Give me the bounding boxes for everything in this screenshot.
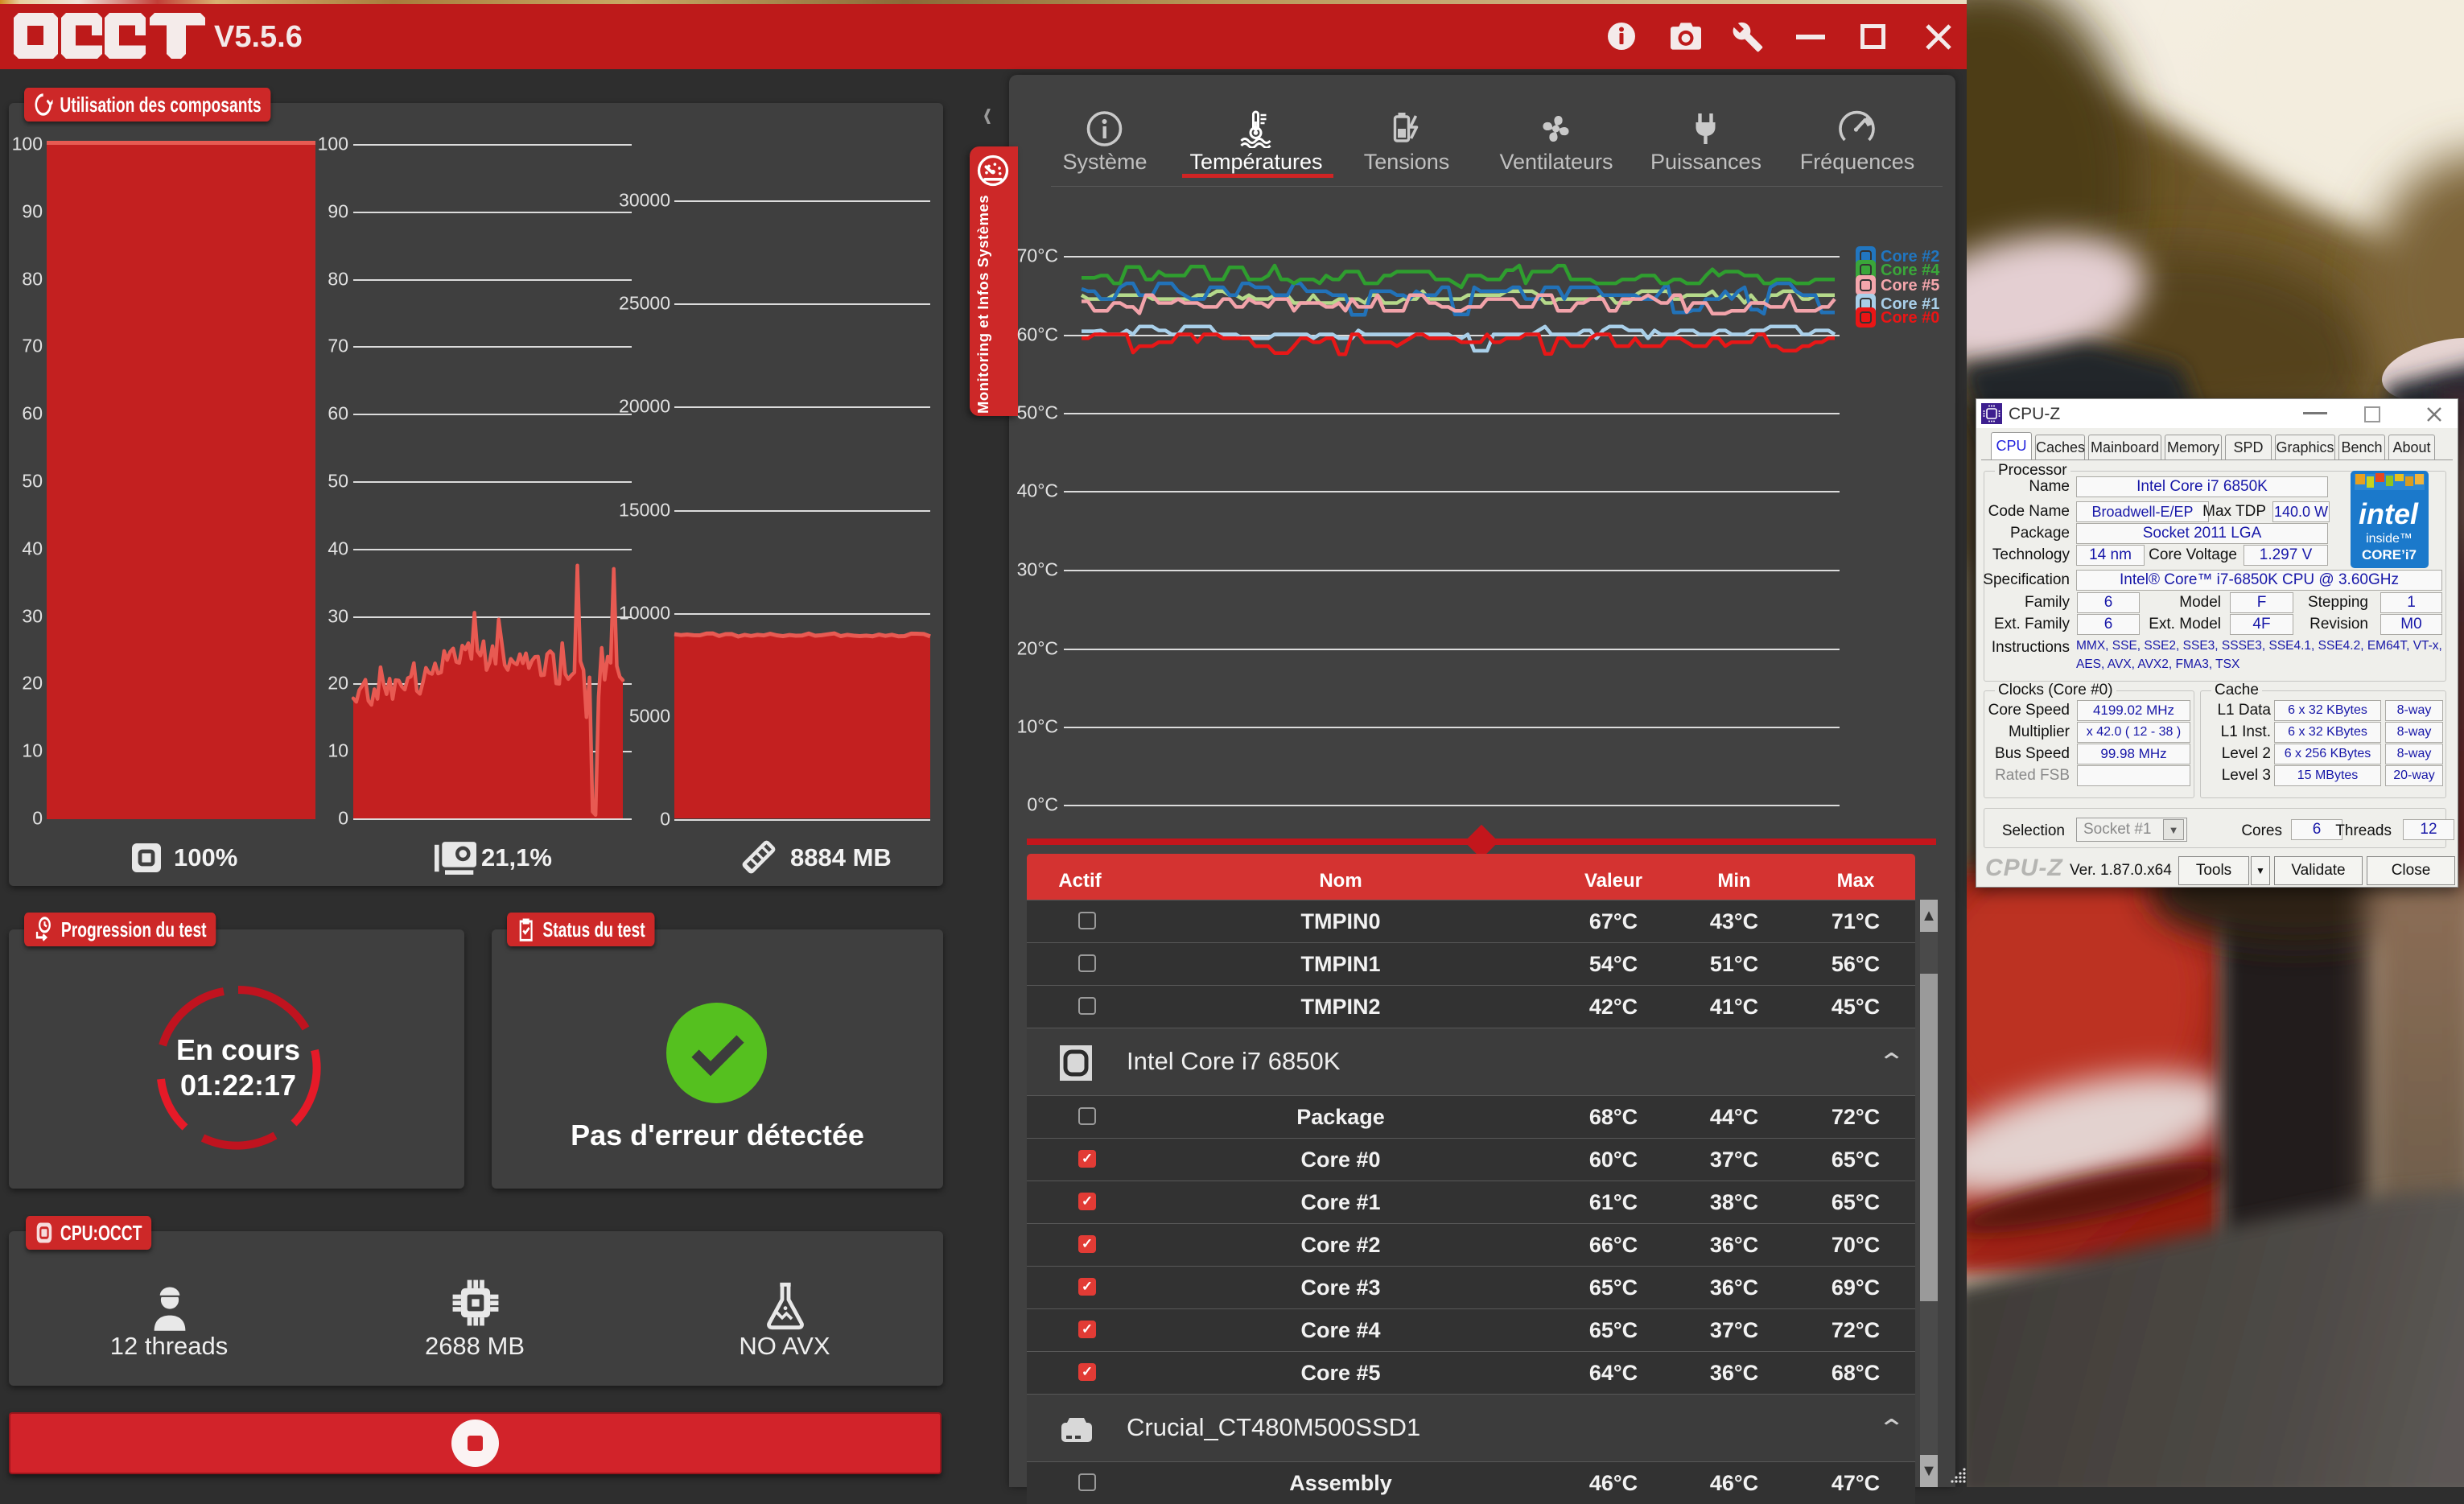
svg-text:CORE’i7: CORE’i7 bbox=[2362, 547, 2417, 562]
svg-text:intel: intel bbox=[2359, 497, 2419, 530]
svg-text:inside™: inside™ bbox=[2366, 532, 2412, 546]
